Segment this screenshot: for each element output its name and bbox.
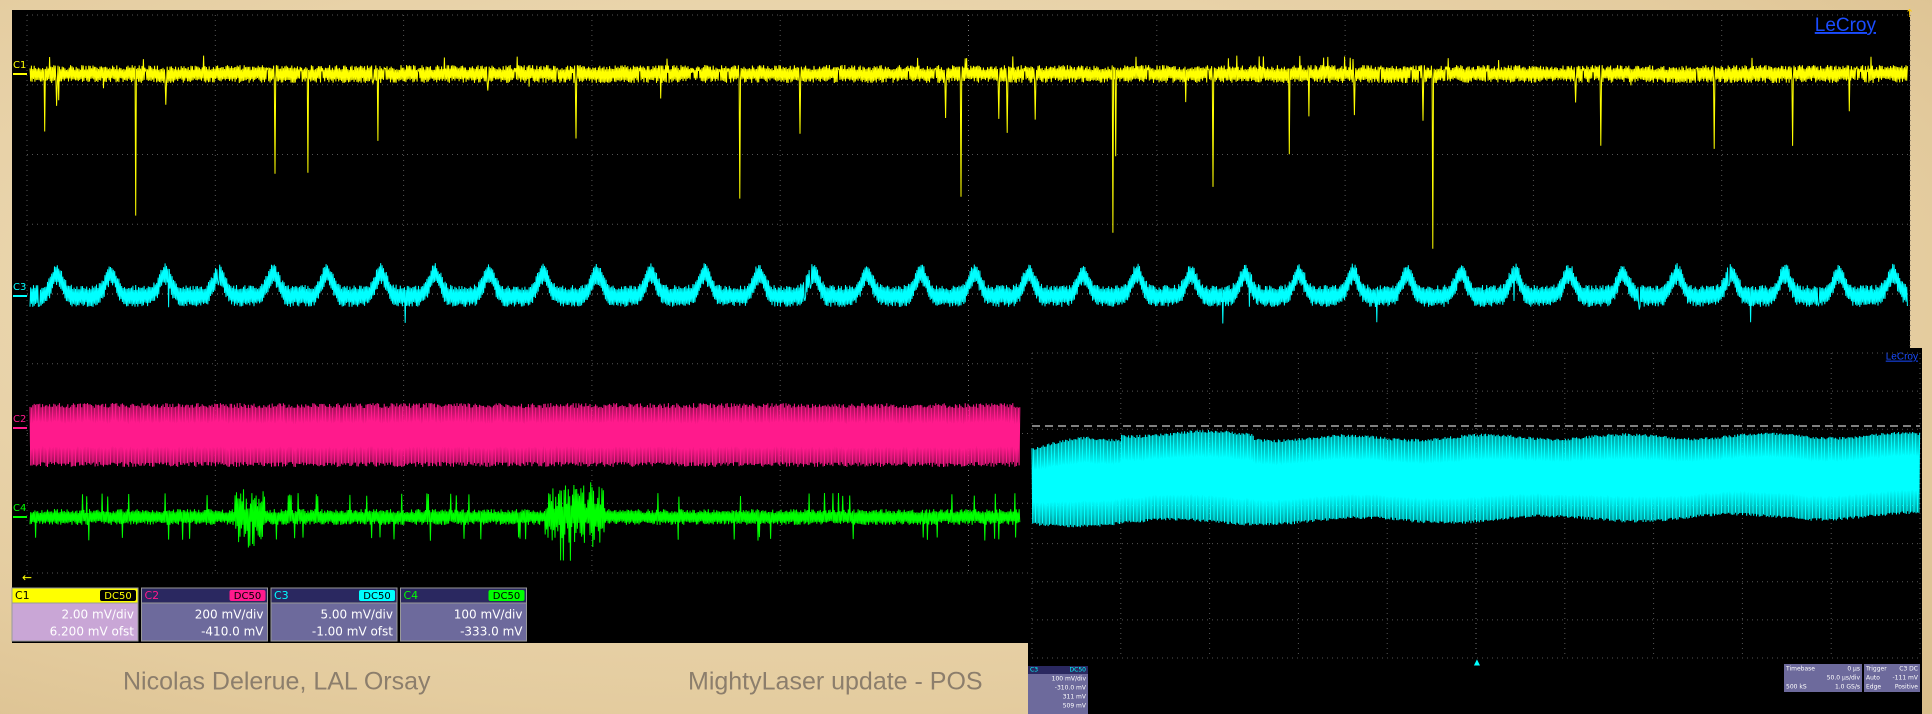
channel-name: C3 bbox=[274, 589, 289, 602]
coupling-badge bbox=[359, 590, 395, 601]
trigger-arrow: ▲ bbox=[1474, 658, 1481, 667]
coupling-badge bbox=[100, 590, 136, 601]
brand: LeCroy bbox=[1815, 15, 1877, 36]
timebase-box bbox=[1784, 664, 1862, 692]
waveform bbox=[1031, 429, 1921, 528]
readout: Trigger bbox=[1865, 666, 1887, 673]
oscilloscope-screen: LeCroy ↑ ← C1 C3 C2 C4 C1 DC50 2.00 mV/div 6.20… bbox=[11, 7, 1914, 643]
waveform bbox=[29, 263, 1908, 324]
waveform bbox=[29, 55, 1908, 249]
readout: Timebase bbox=[1785, 666, 1815, 673]
waveform bbox=[29, 482, 1021, 561]
readout: Edge bbox=[1866, 684, 1881, 691]
trace-label: C1 bbox=[13, 60, 26, 71]
channel-readout: 100 mV/div bbox=[1052, 676, 1087, 683]
coupling: DC50 bbox=[363, 591, 390, 602]
channel-readout: -310.0 mV bbox=[1055, 685, 1087, 692]
channel-offset: 6.200 mV ofst bbox=[50, 625, 135, 639]
brand: LeCroy bbox=[1886, 352, 1918, 363]
channel-readout: 509 mV bbox=[1063, 703, 1087, 710]
channel-scale: 200 mV/div bbox=[195, 608, 264, 622]
footer-author: Nicolas Delerue, LAL Orsay bbox=[123, 668, 431, 696]
readout: -111 mV bbox=[1893, 675, 1919, 682]
coupling-badge bbox=[229, 590, 266, 601]
coupling-badge bbox=[488, 590, 525, 601]
readout: Auto bbox=[1866, 675, 1880, 682]
inset-background bbox=[1028, 348, 1922, 714]
readout: 500 kS bbox=[1786, 684, 1807, 691]
coupling: DC50 bbox=[493, 591, 520, 602]
channel-name: C1 bbox=[15, 589, 30, 602]
coupling: DC50 bbox=[104, 591, 131, 602]
arrow-icon: ← bbox=[22, 571, 32, 585]
coupling: DC50 bbox=[234, 591, 261, 602]
trace-label: C2 bbox=[13, 414, 26, 425]
channel-offset: -410.0 mV bbox=[201, 625, 264, 639]
channel-name: C2 bbox=[145, 589, 160, 602]
channel-scale: 5.00 mV/div bbox=[320, 608, 393, 622]
channel-name: C3 bbox=[1030, 667, 1038, 674]
waveform bbox=[29, 402, 1021, 468]
channel-scale: 100 mV/div bbox=[454, 608, 523, 622]
channel-offset: -1.00 mV ofst bbox=[312, 625, 393, 639]
readout: 0 µs bbox=[1847, 666, 1860, 673]
channel-header bbox=[1028, 666, 1088, 674]
trigger-box bbox=[1864, 664, 1920, 692]
channel-scale: 2.00 mV/div bbox=[61, 608, 134, 622]
readout: Positive bbox=[1895, 684, 1918, 691]
readout: C3 DC bbox=[1899, 666, 1918, 673]
trace-label: C4 bbox=[13, 503, 26, 514]
trace-label: C3 bbox=[13, 282, 26, 293]
inset-screen: LeCroy ▲ C3 DC50 100 mV/div -310.0 mV 311 mV 5… bbox=[1028, 348, 1922, 714]
channel-readout: 311 mV bbox=[1063, 694, 1087, 701]
channel-name: C4 bbox=[404, 589, 419, 602]
readout: 1.0 GS/s bbox=[1835, 684, 1860, 691]
arrow-icon: ↑ bbox=[1905, 7, 1914, 20]
channel-offset: -333.0 mV bbox=[460, 625, 523, 639]
footer-title: MightyLaser update - POS bbox=[688, 668, 983, 696]
readout: 50.0 µs/div bbox=[1827, 675, 1861, 682]
coupling: DC50 bbox=[1070, 667, 1087, 674]
